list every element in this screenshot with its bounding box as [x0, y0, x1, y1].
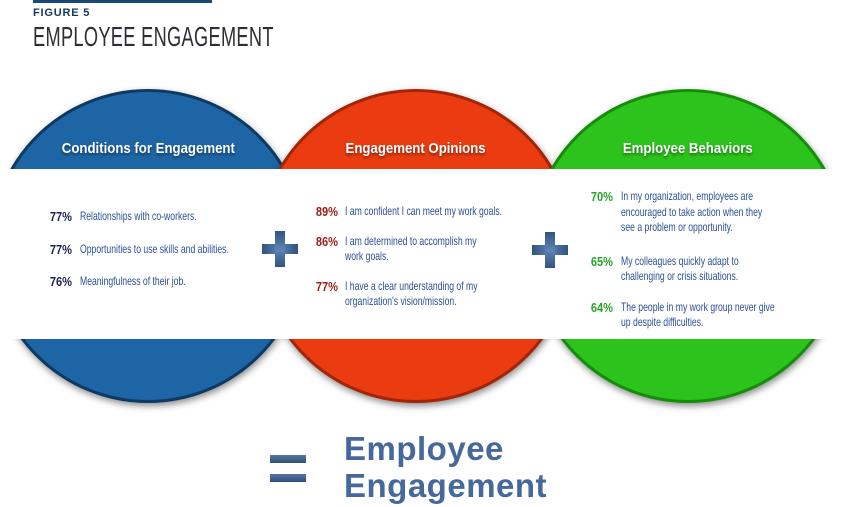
- equals-bar: [270, 455, 306, 463]
- stat-line: up despite difficulties.: [621, 315, 704, 329]
- plus-bar-vertical: [545, 232, 555, 268]
- result-line-2: Engagement: [344, 467, 548, 504]
- result-line-1: Employee: [344, 430, 504, 467]
- stat-percent: 89%: [315, 204, 338, 219]
- stat-row: 76% Meaningfulness of their job.: [40, 274, 280, 290]
- equals-bar: [270, 474, 306, 482]
- stat-row: 77% Relationships with co-workers.: [40, 209, 280, 225]
- stat-percent: 86%: [315, 233, 338, 249]
- stat-percent: 65%: [590, 253, 613, 269]
- stat-line: I am determined to accomplish my: [345, 233, 477, 248]
- result-title: Employee Engagement: [344, 430, 547, 504]
- stat-line: see a problem or opportunity.: [621, 220, 733, 234]
- stat-line: organization's vision/mission.: [345, 294, 457, 308]
- stat-text: Opportunities to use skills and abilitie…: [80, 242, 287, 258]
- stat-text: In my organization, employees are encour…: [621, 189, 835, 236]
- circle-header-label: Engagement Opinions: [345, 140, 487, 157]
- circle-header-behaviors: Employee Behaviors: [530, 137, 841, 161]
- stat-row: 86% I am determined to accomplish my wor…: [310, 234, 550, 265]
- stat-percent: 77%: [49, 241, 72, 257]
- stat-text: I am confident I can meet my work goals.: [345, 204, 563, 220]
- white-band: [0, 169, 841, 339]
- circle-header-opinions: Engagement Opinions: [258, 137, 574, 161]
- stat-line: I am confident I can meet my work goals.: [345, 204, 503, 218]
- stat-percent: 77%: [49, 209, 72, 224]
- stat-line: I have a clear understanding of my: [345, 278, 478, 293]
- stat-row: 77% I have a clear understanding of my o…: [310, 279, 550, 310]
- page-title: EMPLOYEE ENGAGEMENT: [33, 21, 274, 52]
- stat-row: 77% Opportunities to use skills and abil…: [40, 242, 280, 258]
- stats-conditions: 77% Relationships with co-workers. 77% O…: [40, 209, 280, 307]
- stat-line: Meaningfulness of their job.: [80, 274, 186, 288]
- stat-row: 70% In my organization, employees are en…: [585, 189, 835, 236]
- stat-text: My colleagues quickly adapt to challengi…: [621, 254, 835, 285]
- stat-percent: 70%: [590, 189, 613, 204]
- circle-header-conditions: Conditions for Engagement: [0, 137, 306, 161]
- stats-behaviors: 70% In my organization, employees are en…: [585, 189, 835, 331]
- circle-header-label: Conditions for Engagement: [61, 140, 235, 157]
- stat-percent: 76%: [49, 274, 72, 289]
- stat-percent: 64%: [590, 299, 613, 315]
- stat-row: 89% I am confident I can meet my work go…: [310, 204, 550, 220]
- figure-label: FIGURE 5: [33, 7, 91, 19]
- stat-line: work goals.: [345, 249, 389, 263]
- figure-rule: [33, 0, 212, 3]
- stat-text: I am determined to accomplish my work go…: [345, 234, 550, 265]
- stat-row: 64% The people in my work group never gi…: [585, 300, 835, 331]
- stat-line: encouraged to take action when they: [621, 204, 763, 219]
- stat-line: Opportunities to use skills and abilitie…: [80, 241, 229, 256]
- stat-line: In my organization, employees are: [621, 189, 754, 203]
- plus-bar-vertical: [275, 231, 285, 267]
- stats-opinions: 89% I am confident I can meet my work go…: [310, 204, 550, 310]
- stat-line: challenging or crisis situations.: [621, 269, 739, 283]
- stat-text: The people in my work group never give u…: [621, 300, 835, 331]
- equals-icon: [270, 455, 306, 483]
- plus-icon: [532, 232, 568, 268]
- stat-percent: 77%: [315, 278, 338, 294]
- stat-row: 65% My colleagues quickly adapt to chall…: [585, 254, 835, 285]
- circle-header-label: Employee Behaviors: [623, 140, 753, 157]
- stat-line: Relationships with co-workers.: [80, 209, 197, 223]
- stat-line: The people in my work group never give: [621, 299, 775, 314]
- plus-icon: [262, 231, 298, 267]
- stat-text: I have a clear understanding of my organ…: [345, 279, 550, 310]
- stat-text: Relationships with co-workers.: [80, 209, 280, 225]
- stat-line: My colleagues quickly adapt to: [621, 253, 739, 268]
- stat-text: Meaningfulness of their job.: [80, 274, 280, 290]
